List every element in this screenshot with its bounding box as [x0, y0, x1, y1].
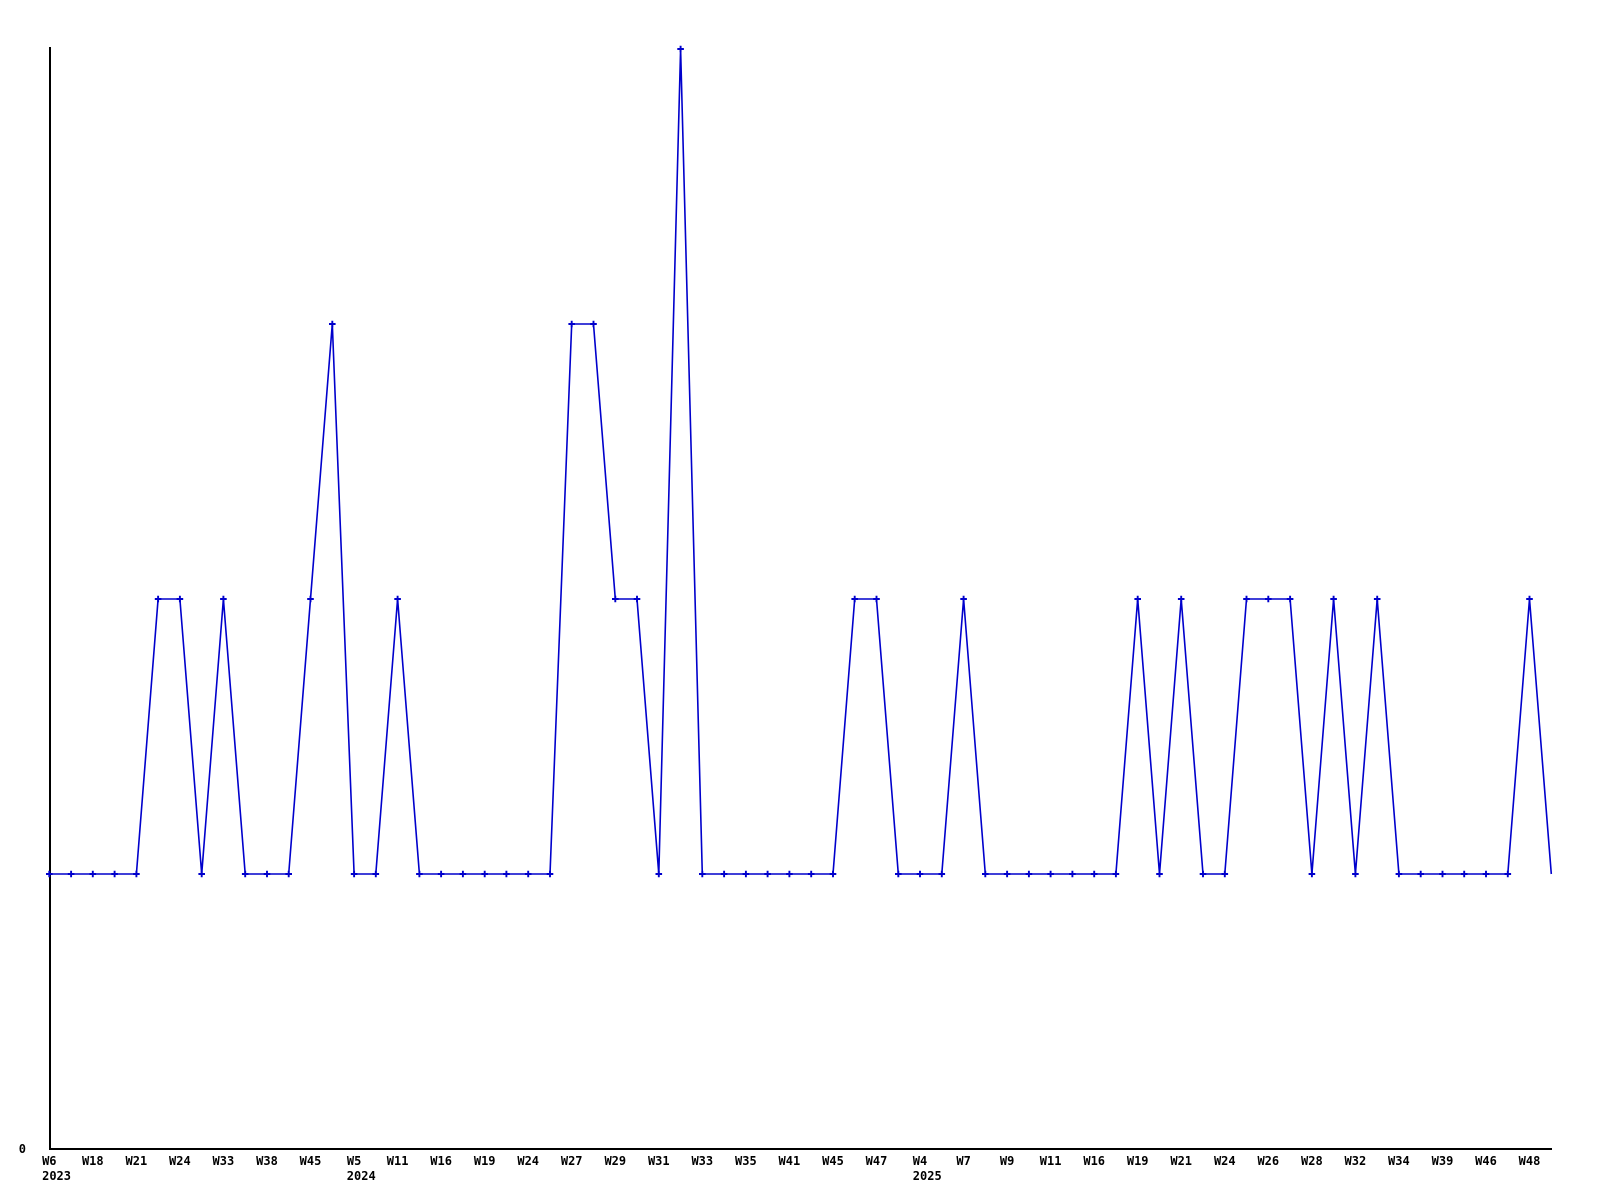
x-tick-label: W11 [387, 1154, 409, 1168]
x-tick-label: W7 [956, 1154, 970, 1168]
y-axis-zero-label: 0 [19, 1142, 26, 1156]
x-tick-label: W24 [1214, 1154, 1236, 1168]
x-tick-label: W45 [822, 1154, 844, 1168]
x-tick-label: W5 [347, 1154, 361, 1168]
x-tick-label: W19 [474, 1154, 496, 1168]
x-tick-label: W28 [1301, 1154, 1323, 1168]
x-tick-label: W45 [300, 1154, 322, 1168]
x-tick-label: W32 [1345, 1154, 1367, 1168]
axes [49, 47, 1552, 1150]
x-tick-label: W16 [430, 1154, 452, 1168]
x-tick-label: W19 [1127, 1154, 1149, 1168]
x-tick-label: W38 [256, 1154, 278, 1168]
x-tick-label: W47 [866, 1154, 888, 1168]
x-tick-label: W48 [1519, 1154, 1541, 1168]
series-line [49, 48, 1553, 875]
x-tick-label: W21 [1170, 1154, 1192, 1168]
x-tick-label: W11 [1040, 1154, 1062, 1168]
x-tick-label: W27 [561, 1154, 583, 1168]
x-tick-label: W16 [1083, 1154, 1105, 1168]
x-tick-year-label: 2023 [42, 1169, 71, 1183]
x-tick-label: W34 [1388, 1154, 1410, 1168]
x-tick-label: W4 [913, 1154, 927, 1168]
x-tick-label: W26 [1257, 1154, 1279, 1168]
x-tick-label: W18 [82, 1154, 104, 1168]
x-tick-label: W35 [735, 1154, 757, 1168]
x-tick-label: W33 [691, 1154, 713, 1168]
x-tick-label: W29 [604, 1154, 626, 1168]
x-tick-label: W21 [126, 1154, 148, 1168]
x-tick-label: W9 [1000, 1154, 1014, 1168]
x-tick-label: W41 [779, 1154, 801, 1168]
x-tick-label: W31 [648, 1154, 670, 1168]
y-axis-line [49, 47, 1552, 1150]
x-tick-year-label: 2024 [347, 1169, 376, 1183]
x-tick-label: W6 [42, 1154, 56, 1168]
x-tick-year-label: 2025 [913, 1169, 942, 1183]
x-tick-label: W24 [517, 1154, 539, 1168]
x-tick-label: W24 [169, 1154, 191, 1168]
data-point-markers [46, 45, 1533, 878]
x-tick-label: W39 [1432, 1154, 1454, 1168]
x-tick-label: W33 [213, 1154, 235, 1168]
x-tick-label: W46 [1475, 1154, 1497, 1168]
